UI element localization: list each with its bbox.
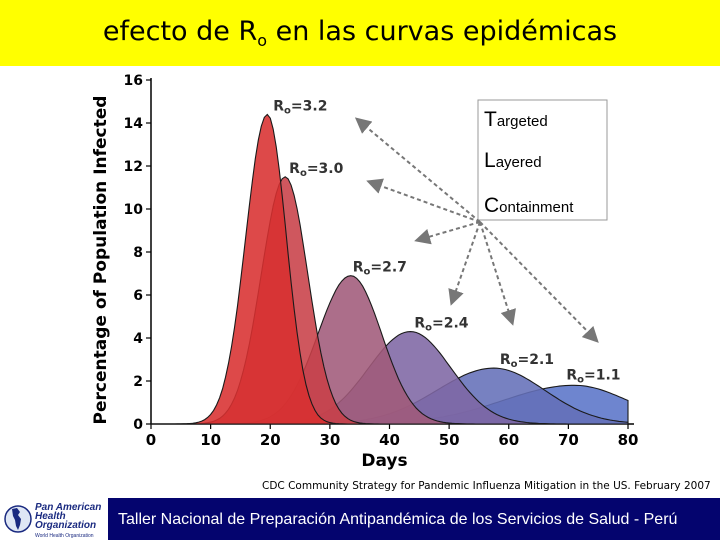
curve-label: Ro=3.2 <box>273 98 327 116</box>
strategy-arrows <box>354 117 599 343</box>
y-tick-label: 4 <box>133 331 143 347</box>
strategy-layered-initial: L <box>484 149 496 172</box>
strategy-arrow <box>414 221 481 245</box>
logo-line-1: Pan American <box>35 502 101 513</box>
y-tick-label: 2 <box>133 374 143 390</box>
title-band <box>0 0 720 66</box>
strategy-containment-initial: C <box>484 194 499 217</box>
strategy-arrow <box>479 221 516 326</box>
curve-label: Ro=2.7 <box>353 260 407 278</box>
x-axis-title: Days <box>361 451 407 471</box>
x-tick-label: 60 <box>498 431 519 449</box>
strategy-arrow <box>354 117 481 223</box>
x-tick-label: 40 <box>379 431 400 449</box>
strategy-layered-rest: ayered <box>496 154 542 171</box>
y-tick-label: 0 <box>133 417 143 433</box>
curve-label: Ro=2.1 <box>500 352 554 370</box>
x-tick-label: 50 <box>439 431 460 449</box>
logo-line-3: Organization <box>35 520 96 531</box>
footer: Pan American Health Organization World H… <box>0 498 720 540</box>
logo-line-2: Health <box>35 511 66 522</box>
strategy-containment: Containment <box>484 194 574 217</box>
curve-Ro=3.2 <box>151 113 628 425</box>
strategy-arrow <box>479 221 599 343</box>
strategy-targeted: Targeted <box>484 108 548 131</box>
x-tick-label: 30 <box>319 431 340 449</box>
strategy-arrow <box>448 221 481 306</box>
strategy-targeted-rest: argeted <box>497 113 548 130</box>
x-tick-label: 80 <box>618 431 639 449</box>
americas-shape <box>12 508 21 530</box>
logo-tagline: World Health Organization <box>35 533 94 539</box>
y-tick-label: 10 <box>124 202 144 218</box>
y-tick-label: 16 <box>124 73 143 89</box>
x-tick-label: 10 <box>200 431 221 449</box>
y-axis-title: Percentage of Population Infected <box>91 96 111 425</box>
curve-labels: Ro=3.2 Ro=3.0 Ro=2.7 Ro=2.4 Ro=2.1 Ro=1.1 <box>273 98 620 385</box>
y-tick-label: 8 <box>133 245 143 261</box>
paho-logo: Pan American Health Organization World H… <box>4 502 101 539</box>
x-tick-label: 20 <box>260 431 281 449</box>
x-tick-label: 0 <box>146 431 156 449</box>
epidemic-curves-chart: 0 2 4 6 8 10 12 14 16 0 10 20 30 40 50 60 70 80 Days Percen… <box>91 73 638 471</box>
chart-axes: 0 2 4 6 8 10 12 14 16 0 10 20 30 40 50 60 70 80 Days Percen… <box>91 73 638 471</box>
footer-bar: Taller Nacional de Preparación Antipandé… <box>108 498 720 540</box>
title-text: efecto de R <box>102 16 258 47</box>
strategy-containment-rest: ontainment <box>499 199 574 216</box>
y-tick-label: 12 <box>124 159 143 175</box>
strategy-legend: Targeted Layered Containment <box>477 99 608 221</box>
footer-text: Taller Nacional de Preparación Antipandé… <box>118 511 678 528</box>
y-tick-label: 14 <box>124 116 144 132</box>
strategy-arrow <box>366 178 481 223</box>
strategy-legend-box <box>477 99 608 221</box>
title-subscript: o <box>257 31 268 50</box>
strategy-layered: Layered <box>484 149 542 172</box>
x-tick-label: 70 <box>558 431 579 449</box>
slide-title: efecto de Ro en las curvas epidémicas <box>0 16 720 50</box>
epidemic-curve-areas <box>151 113 629 425</box>
y-tick-label: 6 <box>133 288 143 304</box>
curve-label: Ro=2.4 <box>414 316 468 334</box>
curve-label: Ro=3.0 <box>289 161 343 179</box>
title-rest: en las curvas epidémicas <box>267 16 618 47</box>
curve-label: Ro=1.1 <box>566 367 620 385</box>
strategy-targeted-initial: T <box>484 108 497 131</box>
source-credit: CDC Community Strategy for Pandemic Infl… <box>262 480 711 492</box>
